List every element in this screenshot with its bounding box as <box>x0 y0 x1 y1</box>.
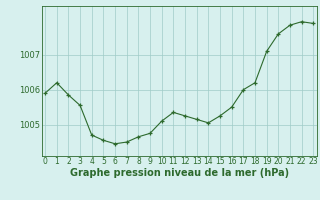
X-axis label: Graphe pression niveau de la mer (hPa): Graphe pression niveau de la mer (hPa) <box>70 168 289 178</box>
